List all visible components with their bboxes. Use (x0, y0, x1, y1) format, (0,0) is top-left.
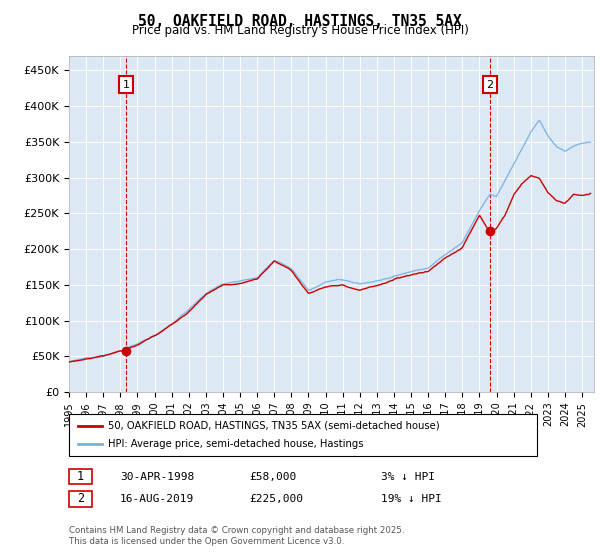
Text: £225,000: £225,000 (249, 494, 303, 504)
Text: 30-APR-1998: 30-APR-1998 (120, 472, 194, 482)
Text: 1: 1 (77, 470, 84, 483)
Text: 50, OAKFIELD ROAD, HASTINGS, TN35 5AX (semi-detached house): 50, OAKFIELD ROAD, HASTINGS, TN35 5AX (s… (108, 421, 440, 431)
Text: 50, OAKFIELD ROAD, HASTINGS, TN35 5AX: 50, OAKFIELD ROAD, HASTINGS, TN35 5AX (138, 14, 462, 29)
Text: Price paid vs. HM Land Registry's House Price Index (HPI): Price paid vs. HM Land Registry's House … (131, 24, 469, 37)
Text: 2: 2 (77, 492, 84, 506)
Text: 16-AUG-2019: 16-AUG-2019 (120, 494, 194, 504)
Text: 2: 2 (487, 80, 494, 90)
Text: HPI: Average price, semi-detached house, Hastings: HPI: Average price, semi-detached house,… (108, 439, 364, 449)
Text: 3% ↓ HPI: 3% ↓ HPI (381, 472, 435, 482)
Text: Contains HM Land Registry data © Crown copyright and database right 2025.
This d: Contains HM Land Registry data © Crown c… (69, 526, 404, 546)
Text: 19% ↓ HPI: 19% ↓ HPI (381, 494, 442, 504)
Text: 1: 1 (122, 80, 130, 90)
Text: £58,000: £58,000 (249, 472, 296, 482)
